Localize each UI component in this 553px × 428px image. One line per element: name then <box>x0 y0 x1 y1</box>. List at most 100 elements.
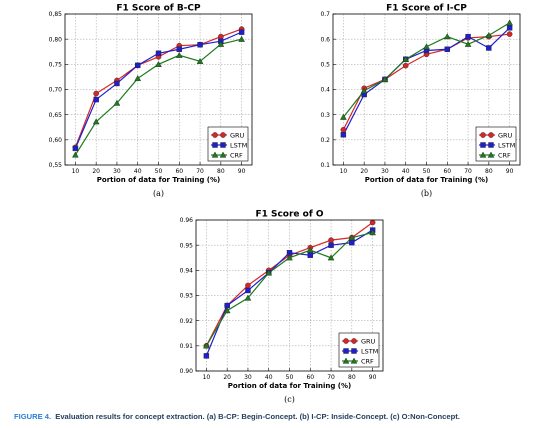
data-point-crf <box>113 99 121 106</box>
data-point-crf <box>360 87 368 94</box>
x-tick-label: 50 <box>155 168 163 175</box>
x-tick-label: 10 <box>340 168 348 175</box>
data-point-gru <box>328 237 334 243</box>
y-tick-label: 0,65 <box>49 112 63 119</box>
x-tick-label: 70 <box>464 168 472 175</box>
x-tick-label: 20 <box>223 374 231 381</box>
legend-marker <box>487 151 495 158</box>
legend-marker <box>351 348 357 354</box>
data-point-lstm <box>238 29 245 35</box>
data-point-lstm <box>506 25 513 31</box>
x-tick-label: 60 <box>443 168 451 175</box>
data-point-lstm <box>245 287 251 294</box>
data-point-lstm <box>203 353 210 359</box>
x-tick-label: 10 <box>72 168 80 175</box>
legend-entry: CRF <box>230 151 243 159</box>
y-tick-label: 0.95 <box>180 242 194 249</box>
figure-caption: FIGURE 4. Evaluation results for concept… <box>14 412 544 421</box>
x-tick-label: 20 <box>92 168 100 175</box>
caption-text: Evaluation results for concept extractio… <box>55 412 460 421</box>
x-tick-label: 50 <box>286 374 294 381</box>
x-tick-label: 60 <box>306 374 314 381</box>
data-point-crf <box>464 40 472 47</box>
legend-marker <box>480 132 486 138</box>
data-point-crf <box>244 294 252 301</box>
panel-label: (c) <box>284 395 295 404</box>
legend-marker <box>342 357 350 364</box>
caption-label: FIGURE 4. <box>14 412 52 421</box>
data-point-crf <box>134 75 142 82</box>
x-tick-label: 80 <box>348 374 356 381</box>
y-tick-label: 0.6 <box>320 36 330 43</box>
data-point-gru <box>506 31 513 37</box>
data-point-crf <box>238 35 245 42</box>
y-tick-label: 0.4 <box>320 87 330 94</box>
data-point-crf <box>286 254 293 261</box>
data-point-crf <box>485 31 493 38</box>
data-point-crf <box>306 246 314 253</box>
legend: GRU LSTM CRF <box>338 332 380 368</box>
x-tick-label: 40 <box>134 168 142 175</box>
y-tick-label: 0,60 <box>49 137 63 144</box>
y-tick-label: 0,75 <box>49 62 63 69</box>
data-point-crf <box>506 19 513 26</box>
chart-title: F1 Score of O <box>255 210 323 220</box>
data-point-lstm <box>155 50 162 56</box>
x-tick-label: 10 <box>203 374 211 381</box>
plot-frame <box>332 13 521 166</box>
x-axis-label: Portion of data for Training (%) <box>228 382 351 390</box>
legend-entry: LSTM <box>230 141 247 149</box>
data-point-crf <box>196 57 204 64</box>
data-point-lstm <box>135 62 141 69</box>
x-tick-label: 30 <box>381 168 389 175</box>
y-tick-label: 0,85 <box>49 11 63 18</box>
legend-marker <box>212 142 218 148</box>
data-point-lstm <box>349 239 355 246</box>
legend: GRU LSTM CRF <box>207 126 249 162</box>
data-point-lstm <box>176 46 182 52</box>
x-tick-label: 90 <box>506 168 514 175</box>
x-tick-label: 60 <box>175 168 183 175</box>
x-tick-label: 70 <box>327 374 335 381</box>
legend-marker <box>343 348 349 354</box>
legend-entry: GRU <box>498 131 513 139</box>
data-point-lstm <box>197 42 203 48</box>
plot-frame <box>64 13 253 166</box>
legend-entry: LSTM <box>361 347 378 355</box>
x-tick-label: 70 <box>196 168 204 175</box>
x-tick-label: 20 <box>360 168 368 175</box>
legend-marker <box>350 357 358 364</box>
data-point-lstm <box>444 46 450 52</box>
x-tick-label: 80 <box>485 168 493 175</box>
x-axis-label: Portion of data for Training (%) <box>365 176 488 184</box>
data-point-crf <box>327 254 335 261</box>
x-axis-label: Portion of data for Training (%) <box>97 176 220 184</box>
data-point-lstm <box>93 96 99 103</box>
data-point-lstm <box>465 33 471 40</box>
legend-marker <box>219 151 227 158</box>
panel-label: (a) <box>153 189 164 198</box>
y-tick-label: 0,55 <box>49 162 63 169</box>
chart-title: F1 Score of B-CP <box>116 4 201 14</box>
data-point-lstm <box>328 242 334 248</box>
legend-marker <box>480 142 486 148</box>
data-point-gru <box>340 126 347 133</box>
plot-frame <box>195 219 384 372</box>
legend-marker <box>212 132 218 138</box>
y-tick-label: 0.5 <box>320 62 330 69</box>
x-tick-label: 40 <box>265 374 273 381</box>
legend-entry: CRF <box>498 151 511 159</box>
y-tick-label: 0.90 <box>180 368 194 375</box>
data-point-crf <box>223 307 231 314</box>
legend-marker <box>351 338 357 344</box>
y-tick-label: 0.94 <box>180 268 194 275</box>
chart-title: F1 Score of I-CP <box>386 4 467 14</box>
x-tick-label: 50 <box>423 168 431 175</box>
data-point-gru <box>245 282 251 289</box>
x-tick-label: 80 <box>217 168 225 175</box>
data-point-crf <box>265 269 273 276</box>
y-tick-label: 0.93 <box>180 293 194 300</box>
y-tick-label: 0.91 <box>180 343 194 350</box>
data-point-crf <box>175 51 183 58</box>
x-tick-label: 90 <box>238 168 246 175</box>
